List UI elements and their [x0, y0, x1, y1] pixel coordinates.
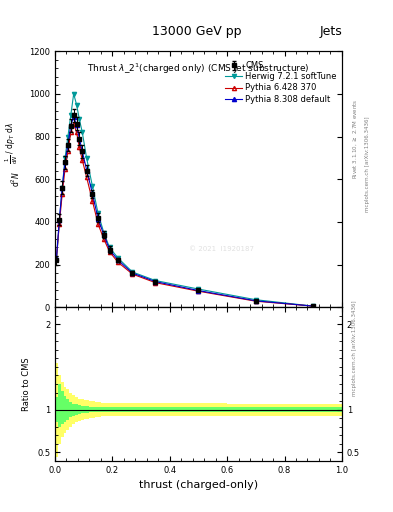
- Pythia 8.308 default: [130, 270, 135, 276]
- Pythia 8.308 default: [60, 185, 64, 191]
- Text: Jets: Jets: [319, 26, 342, 38]
- Pythia 8.308 default: [54, 255, 59, 261]
- Pythia 8.308 default: [77, 136, 82, 142]
- Pythia 6.428 370: [116, 259, 121, 265]
- Text: $\frac{1}{\mathrm{d}N}$ / $\mathrm{d}p_T$ $\mathrm{d}\lambda$: $\frac{1}{\mathrm{d}N}$ / $\mathrm{d}p_T…: [4, 122, 20, 164]
- Pythia 8.308 default: [68, 122, 73, 128]
- Herwig 7.2.1 softTune: [116, 255, 121, 261]
- Pythia 8.308 default: [90, 190, 95, 196]
- Y-axis label: Ratio to CMS: Ratio to CMS: [22, 357, 31, 411]
- Pythia 6.428 370: [96, 221, 101, 227]
- Text: Thrust $\lambda\_2^1$(charged only) (CMS jet substructure): Thrust $\lambda\_2^1$(charged only) (CMS…: [87, 61, 310, 76]
- Pythia 6.428 370: [80, 157, 84, 163]
- Herwig 7.2.1 softTune: [68, 112, 73, 118]
- Pythia 8.308 default: [253, 297, 258, 304]
- Pythia 6.428 370: [90, 198, 95, 204]
- Pythia 8.308 default: [116, 257, 121, 263]
- Pythia 6.428 370: [153, 280, 158, 286]
- Herwig 7.2.1 softTune: [77, 116, 82, 122]
- Text: mcplots.cern.ch [arXiv:1306.3436]: mcplots.cern.ch [arXiv:1306.3436]: [352, 301, 357, 396]
- Pythia 8.308 default: [66, 142, 70, 148]
- Pythia 6.428 370: [68, 129, 73, 135]
- X-axis label: thrust (charged-only): thrust (charged-only): [139, 480, 258, 490]
- Pythia 6.428 370: [311, 303, 316, 309]
- Herwig 7.2.1 softTune: [63, 155, 68, 161]
- Pythia 8.308 default: [80, 148, 84, 155]
- Pythia 6.428 370: [57, 221, 62, 227]
- Pythia 6.428 370: [84, 174, 89, 180]
- Pythia 6.428 370: [130, 271, 135, 277]
- Pythia 6.428 370: [54, 255, 59, 261]
- Pythia 6.428 370: [107, 249, 112, 255]
- Pythia 6.428 370: [66, 148, 70, 155]
- Line: Pythia 8.308 default: Pythia 8.308 default: [54, 115, 315, 308]
- Herwig 7.2.1 softTune: [71, 91, 76, 97]
- Pythia 8.308 default: [196, 288, 201, 294]
- Pythia 8.308 default: [107, 246, 112, 252]
- Pythia 6.428 370: [253, 298, 258, 304]
- Pythia 8.308 default: [57, 217, 62, 223]
- Herwig 7.2.1 softTune: [311, 303, 316, 309]
- Line: Herwig 7.2.1 softTune: Herwig 7.2.1 softTune: [54, 92, 315, 308]
- Text: mcplots.cern.ch [arXiv:1306.3436]: mcplots.cern.ch [arXiv:1306.3436]: [365, 116, 371, 211]
- Pythia 8.308 default: [153, 279, 158, 285]
- Herwig 7.2.1 softTune: [57, 219, 62, 225]
- Pythia 6.428 370: [71, 121, 76, 127]
- Text: $\mathrm{d}^2N$: $\mathrm{d}^2N$: [9, 171, 22, 187]
- Text: © 2021  I1920187: © 2021 I1920187: [189, 246, 254, 252]
- Herwig 7.2.1 softTune: [84, 155, 89, 161]
- Herwig 7.2.1 softTune: [60, 185, 64, 191]
- Herwig 7.2.1 softTune: [101, 229, 106, 236]
- Legend: CMS, Herwig 7.2.1 softTune, Pythia 6.428 370, Pythia 8.308 default: CMS, Herwig 7.2.1 softTune, Pythia 6.428…: [222, 58, 340, 107]
- Herwig 7.2.1 softTune: [253, 296, 258, 303]
- Herwig 7.2.1 softTune: [90, 182, 95, 188]
- Text: Rivet 3.1.10, $\geq$ 2.7M events: Rivet 3.1.10, $\geq$ 2.7M events: [352, 98, 359, 179]
- Herwig 7.2.1 softTune: [153, 278, 158, 284]
- Pythia 6.428 370: [74, 129, 79, 135]
- Herwig 7.2.1 softTune: [80, 129, 84, 135]
- Herwig 7.2.1 softTune: [96, 210, 101, 217]
- Line: Pythia 6.428 370: Pythia 6.428 370: [54, 122, 315, 308]
- Pythia 8.308 default: [101, 231, 106, 238]
- Herwig 7.2.1 softTune: [66, 134, 70, 140]
- Pythia 8.308 default: [63, 159, 68, 165]
- Pythia 6.428 370: [60, 191, 64, 197]
- Pythia 8.308 default: [84, 166, 89, 173]
- Pythia 6.428 370: [196, 288, 201, 294]
- Pythia 8.308 default: [71, 114, 76, 120]
- Pythia 6.428 370: [77, 144, 82, 151]
- Pythia 8.308 default: [311, 303, 316, 309]
- Text: 13000 GeV pp: 13000 GeV pp: [152, 26, 241, 38]
- Pythia 8.308 default: [74, 122, 79, 128]
- Pythia 8.308 default: [96, 216, 101, 222]
- Herwig 7.2.1 softTune: [107, 244, 112, 250]
- Herwig 7.2.1 softTune: [130, 269, 135, 275]
- Herwig 7.2.1 softTune: [196, 286, 201, 292]
- Pythia 6.428 370: [101, 236, 106, 242]
- Pythia 6.428 370: [63, 165, 68, 172]
- Herwig 7.2.1 softTune: [74, 101, 79, 108]
- Herwig 7.2.1 softTune: [54, 257, 59, 263]
